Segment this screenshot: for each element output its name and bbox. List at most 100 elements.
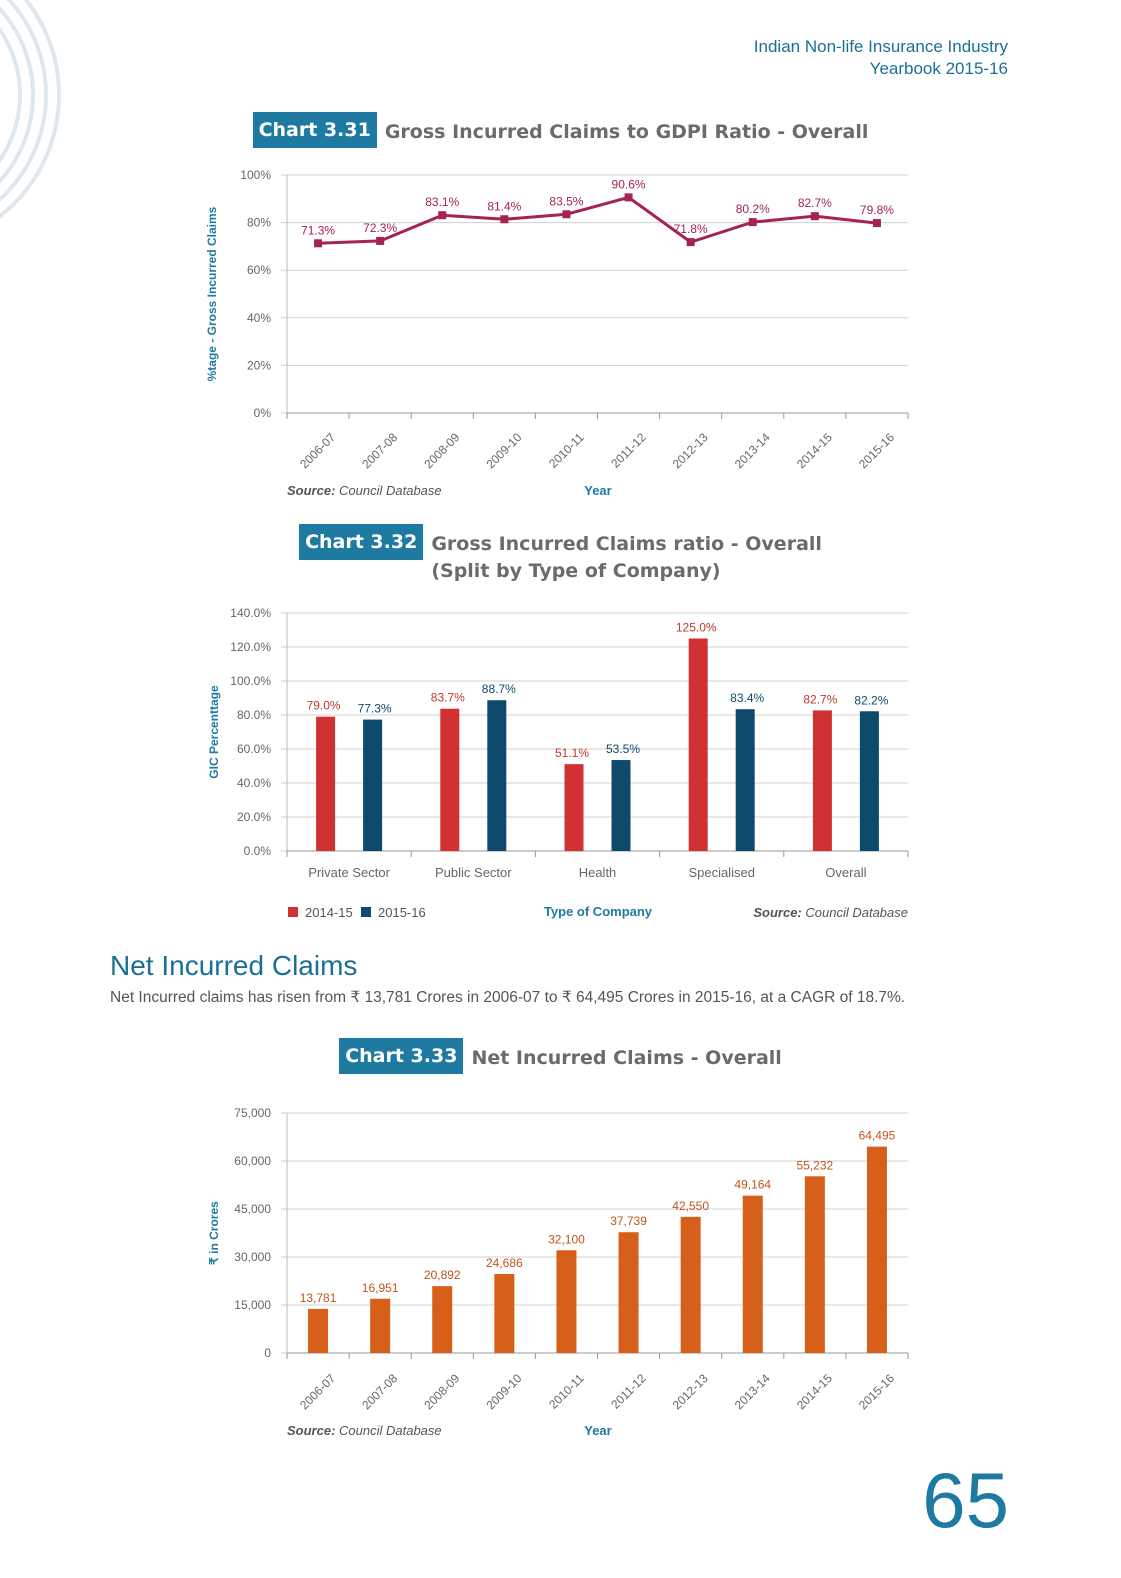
bar xyxy=(742,1195,763,1353)
x-tick-label: 2007-08 xyxy=(359,1371,400,1412)
bar xyxy=(432,1286,453,1353)
data-label: 83.1% xyxy=(425,195,459,209)
line-marker xyxy=(314,239,323,248)
page-number: 65 xyxy=(922,1456,1009,1544)
y-tick-label: 20% xyxy=(247,358,271,372)
data-label: 80.2% xyxy=(736,202,770,216)
x-axis-title: Year xyxy=(584,1423,611,1438)
x-tick-label: 2007-08 xyxy=(359,430,400,471)
section-body: Net Incurred claims has risen from ₹ 13,… xyxy=(110,989,906,1006)
data-label: 42,550 xyxy=(672,1199,709,1213)
source-note: Source: Council Database xyxy=(287,483,442,498)
data-label: 49,164 xyxy=(734,1178,771,1192)
bar xyxy=(618,1232,639,1353)
line-marker xyxy=(376,236,385,245)
data-label: 82.7% xyxy=(803,692,837,706)
x-tick-label: 2015-16 xyxy=(856,1371,897,1412)
x-axis-title: Type of Company xyxy=(544,904,653,919)
data-label: 71.8% xyxy=(674,222,708,236)
line-marker xyxy=(624,193,633,202)
line-series xyxy=(317,195,878,245)
page-header: Indian Non-life Insurance Industry Yearb… xyxy=(754,36,1008,80)
bar-2014-15 xyxy=(688,638,708,851)
x-tick-label: Overall xyxy=(825,865,866,880)
bar-2015-16 xyxy=(487,700,507,851)
x-tick-label: Public Sector xyxy=(435,865,512,880)
header-line-2: Yearbook 2015-16 xyxy=(869,59,1008,78)
data-label: 79.0% xyxy=(307,699,341,713)
line-marker xyxy=(872,219,881,228)
y-axis-title: ₹ in Crores xyxy=(207,1201,221,1265)
data-label: 32,100 xyxy=(548,1232,585,1246)
section-heading: Net Incurred Claims xyxy=(110,950,358,981)
bar-2015-16 xyxy=(611,760,631,851)
bar xyxy=(370,1298,391,1353)
x-tick-label: 2014-15 xyxy=(794,1371,835,1412)
chart3-tag: Chart 3.33 xyxy=(339,1038,464,1074)
x-tick-label: 2012-13 xyxy=(670,430,711,471)
legend-swatch xyxy=(361,907,371,917)
bar xyxy=(866,1146,887,1353)
data-label: 79.8% xyxy=(860,203,894,217)
data-label: 53.5% xyxy=(606,742,640,756)
x-tick-label: Specialised xyxy=(688,865,755,880)
data-label: 37,739 xyxy=(610,1214,647,1228)
data-label: 51.1% xyxy=(555,746,589,760)
x-tick-label: 2009-10 xyxy=(483,1371,524,1412)
bar-2014-15 xyxy=(316,716,336,851)
x-tick-label: 2013-14 xyxy=(732,1371,773,1412)
data-label: 20,892 xyxy=(424,1268,461,1282)
bar-2015-16 xyxy=(363,719,383,851)
x-tick-label: 2008-09 xyxy=(421,430,462,471)
y-tick-label: 120.0% xyxy=(230,640,271,654)
chart2-title-block: Chart 3.32 Gross Incurred Claims ratio - … xyxy=(0,524,1121,585)
source-text: Council Database xyxy=(335,483,441,498)
y-tick-label: 80% xyxy=(247,216,271,230)
header-line-1: Indian Non-life Insurance Industry xyxy=(753,37,1008,56)
x-tick-label: 2012-13 xyxy=(670,1371,711,1412)
data-label: 88.7% xyxy=(482,682,516,696)
y-tick-label: 0 xyxy=(264,1346,271,1360)
bar-2014-15 xyxy=(564,764,584,851)
x-tick-label: 2010-11 xyxy=(546,430,587,471)
y-tick-label: 100.0% xyxy=(230,674,271,688)
source-label: Source: xyxy=(753,905,801,920)
data-label: 90.6% xyxy=(612,177,646,191)
bar-2014-15 xyxy=(812,710,832,851)
chart1-line-chart: 0% 20% 40% 60% 80% 100% 2006-07 2007-08 2008-09 2… xyxy=(205,168,909,498)
chart1-tag: Chart 3.31 xyxy=(252,112,377,148)
bar xyxy=(556,1250,577,1353)
source-label: Source: xyxy=(287,1423,335,1438)
bar-2015-16 xyxy=(735,709,755,851)
y-tick-label: 30,000 xyxy=(234,1250,271,1264)
chart3-title: Net Incurred Claims - Overall xyxy=(471,1047,782,1069)
x-tick-label: 2006-07 xyxy=(297,1371,338,1412)
bar xyxy=(680,1216,701,1353)
source-label: Source: xyxy=(287,483,335,498)
y-axis-title: GIC Percenttage xyxy=(207,685,221,779)
chart2-bar-chart: 0.0% 20.0% 40.0% 60.0% 80.0% 100.0% 120.0% 140.… xyxy=(207,606,909,920)
y-axis-title: %tage - Gross Incurred Claims xyxy=(205,206,219,381)
y-tick-label: 20.0% xyxy=(237,810,271,824)
x-tick-label: 2010-11 xyxy=(546,1371,587,1412)
data-label: 13,781 xyxy=(300,1291,337,1305)
chart2-title-line1: Gross Incurred Claims ratio - Overall xyxy=(431,533,822,555)
line-marker xyxy=(438,211,447,220)
data-label: 64,495 xyxy=(859,1129,896,1143)
x-axis-title: Year xyxy=(584,483,611,498)
chart2-tag: Chart 3.32 xyxy=(299,524,424,560)
x-tick-label: 2011-12 xyxy=(608,1371,649,1412)
data-label: 55,232 xyxy=(796,1158,833,1172)
line-marker xyxy=(562,210,571,219)
source-text: Council Database xyxy=(335,1423,441,1438)
x-tick-label: Health xyxy=(579,865,617,880)
y-tick-label: 0% xyxy=(254,406,272,420)
chart1-title-block: Chart 3.31 Gross Incurred Claims to GDPI … xyxy=(0,112,1121,152)
data-label: 81.4% xyxy=(487,199,521,213)
bar xyxy=(494,1274,515,1353)
line-marker xyxy=(748,218,757,227)
y-tick-label: 100% xyxy=(240,168,271,182)
y-tick-label: 60% xyxy=(247,263,271,277)
x-tick-label: 2011-12 xyxy=(608,430,649,471)
line-marker xyxy=(500,215,509,224)
